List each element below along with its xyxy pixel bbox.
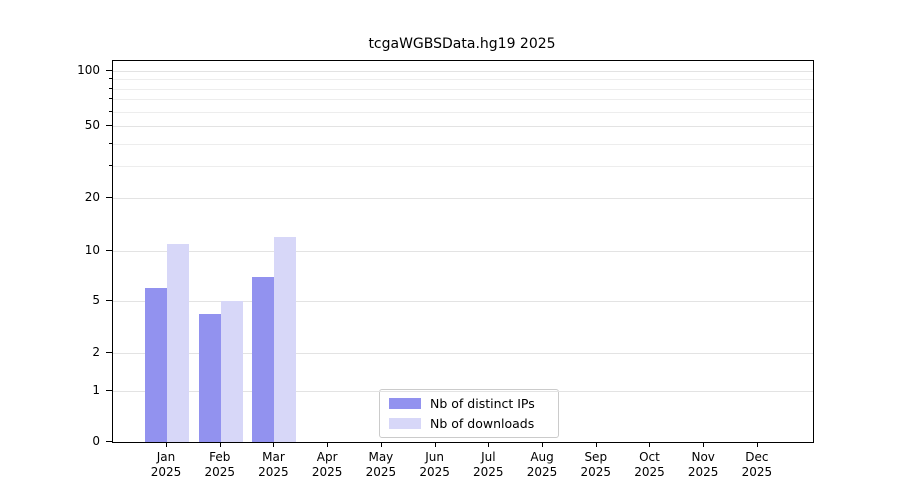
x-tick-label-year: 2025 (526, 465, 558, 479)
x-tick-label-month: Jun (425, 450, 444, 464)
x-tick-label-year: 2025 (473, 465, 504, 479)
y-tick-mark (106, 197, 112, 198)
y-minor-tick-mark (109, 87, 112, 89)
legend-item-distinct-ips: Nb of distinct IPs (389, 396, 549, 411)
bar-distinct-ips (198, 313, 221, 442)
x-tick-label-month: May (368, 450, 394, 464)
major-gridline (113, 301, 813, 302)
y-minor-tick-mark (109, 110, 112, 112)
y-minor-tick-mark (109, 142, 112, 144)
major-gridline (113, 126, 813, 127)
y-tick-label: 1 (92, 383, 100, 397)
x-tick-label-year: 2025 (419, 465, 450, 479)
x-tick-label: Aug 2025 (513, 450, 571, 480)
minor-gridline (113, 79, 813, 81)
minor-gridline (113, 143, 813, 145)
x-tick-label-month: Jan (156, 450, 176, 464)
x-tick-label-month: Sep (584, 450, 608, 464)
major-gridline (113, 198, 813, 199)
x-tick-label-month: Dec (745, 450, 769, 464)
x-tick-mark (166, 443, 167, 447)
x-tick-label-year: 2025 (204, 465, 235, 479)
bar-downloads (274, 237, 297, 442)
x-tick-label: Apr 2025 (298, 450, 356, 480)
x-tick-label: Oct 2025 (620, 450, 678, 480)
major-gridline (113, 251, 813, 252)
x-tick-label: Jan 2025 (137, 450, 195, 480)
x-tick-label-year: 2025 (580, 465, 612, 479)
legend-swatch-downloads (389, 418, 421, 429)
x-tick-label: Dec 2025 (728, 450, 786, 480)
y-tick-label: 100 (77, 63, 100, 77)
y-tick-label: 2 (92, 345, 100, 359)
x-tick-label-year: 2025 (365, 465, 397, 479)
minor-gridline (113, 166, 813, 168)
y-tick-mark (106, 441, 112, 442)
plot-area: Nb of distinct IPs Nb of downloads (112, 60, 814, 443)
bar-downloads (167, 243, 189, 442)
x-tick-mark (703, 443, 705, 447)
x-tick-mark (595, 443, 597, 447)
bar-downloads (220, 301, 243, 442)
major-gridline (113, 353, 813, 354)
x-tick-mark (327, 443, 329, 447)
x-tick-label-year: 2025 (687, 465, 719, 479)
x-tick-mark (219, 443, 221, 447)
legend-label-distinct-ips: Nb of distinct IPs (430, 396, 535, 411)
y-tick-label: 10 (84, 243, 100, 257)
x-tick-label-month: Apr (316, 450, 338, 464)
major-gridline (113, 391, 813, 392)
minor-gridline (113, 99, 813, 101)
x-tick-label-year: 2025 (258, 465, 289, 479)
y-tick-mark (106, 352, 112, 353)
minor-gridline (113, 111, 813, 113)
legend-swatch-distinct-ips (389, 398, 421, 409)
x-tick-mark (380, 443, 382, 447)
legend: Nb of distinct IPs Nb of downloads (379, 389, 559, 438)
x-tick-label: Feb 2025 (191, 450, 249, 480)
x-tick-label: Sep 2025 (567, 450, 625, 480)
y-tick-label: 5 (92, 293, 100, 307)
chart-title: tcgaWGBSData.hg19 2025 (368, 36, 556, 52)
x-tick-label-month: Aug (530, 450, 554, 464)
x-tick-mark (434, 443, 436, 447)
x-tick-mark (542, 443, 544, 447)
x-tick-label-year: 2025 (150, 465, 182, 479)
x-tick-label-month: Oct (639, 450, 660, 464)
y-tick-mark (106, 250, 112, 251)
y-minor-tick-mark (109, 165, 112, 167)
x-tick-mark (756, 443, 758, 447)
x-tick-label-month: Mar (262, 450, 285, 464)
x-tick-label: Jun 2025 (406, 450, 464, 480)
bar-distinct-ips (252, 276, 275, 442)
bar-distinct-ips (145, 287, 167, 442)
y-tick-label: 20 (84, 190, 100, 204)
major-gridline (113, 71, 813, 72)
x-tick-label: May 2025 (352, 450, 410, 480)
x-tick-label: Nov 2025 (674, 450, 732, 480)
y-tick-label: 50 (84, 118, 100, 132)
y-minor-tick-mark (109, 98, 112, 100)
y-tick-mark (106, 70, 112, 71)
x-tick-label-year: 2025 (634, 465, 665, 479)
x-tick-label: Mar 2025 (244, 450, 302, 480)
y-tick-label: 0 (92, 434, 100, 448)
y-tick-mark (106, 125, 112, 126)
legend-item-downloads: Nb of downloads (389, 416, 549, 431)
minor-gridline (113, 88, 813, 90)
x-tick-mark (488, 443, 490, 447)
x-tick-label: Jul 2025 (459, 450, 517, 480)
x-tick-label-year: 2025 (311, 465, 343, 479)
y-tick-mark (106, 300, 112, 301)
x-tick-label-month: Feb (209, 450, 231, 464)
y-minor-tick-mark (109, 78, 112, 80)
y-tick-mark (106, 390, 112, 391)
x-tick-label-year: 2025 (741, 465, 773, 479)
x-tick-label-month: Jul (481, 450, 496, 464)
x-tick-mark (273, 443, 275, 447)
x-tick-mark (649, 443, 651, 447)
legend-label-downloads: Nb of downloads (430, 416, 535, 431)
x-tick-label-month: Nov (691, 450, 715, 464)
